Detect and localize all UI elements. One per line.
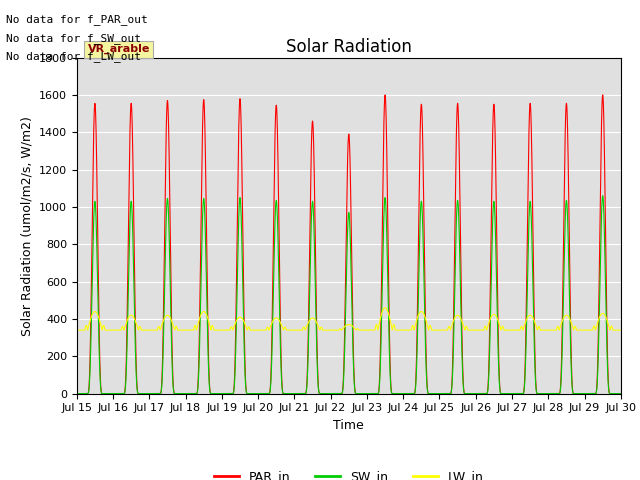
LW_in [189, 327, 197, 333]
SW_in [276, 345, 284, 351]
Text: No data for f_SW_out: No data for f_SW_out [6, 33, 141, 44]
LW_in [276, 320, 284, 325]
PAR_in [424, 389, 431, 395]
LW_in [424, 324, 431, 330]
SW_in [184, 391, 191, 396]
LW_in [184, 327, 191, 333]
SW_in [599, 193, 607, 199]
Title: Solar Radiation: Solar Radiation [286, 38, 412, 56]
LW_in [617, 327, 625, 333]
SW_in [424, 390, 431, 396]
SW_in [615, 391, 623, 396]
SW_in [501, 391, 509, 396]
Text: No data for f_PAR_out: No data for f_PAR_out [6, 14, 148, 25]
LW_in [381, 305, 389, 311]
PAR_in [617, 391, 625, 396]
PAR_in [184, 391, 191, 396]
Y-axis label: Solar Radiation (umol/m2/s, W/m2): Solar Radiation (umol/m2/s, W/m2) [20, 116, 33, 336]
LW_in [615, 327, 623, 333]
Line: PAR_in: PAR_in [77, 95, 621, 394]
X-axis label: Time: Time [333, 419, 364, 432]
Legend: PAR_in, SW_in, LW_in: PAR_in, SW_in, LW_in [209, 465, 489, 480]
SW_in [73, 391, 81, 396]
PAR_in [276, 323, 284, 328]
LW_in [501, 327, 509, 333]
PAR_in [189, 391, 197, 396]
Text: No data for f_LW_out: No data for f_LW_out [6, 51, 141, 62]
LW_in [73, 327, 81, 333]
PAR_in [73, 391, 81, 396]
PAR_in [381, 92, 389, 98]
SW_in [189, 391, 197, 396]
PAR_in [501, 391, 509, 396]
SW_in [617, 391, 625, 396]
Text: VR_arable: VR_arable [88, 44, 150, 54]
Line: LW_in: LW_in [77, 308, 621, 330]
Line: SW_in: SW_in [77, 196, 621, 394]
PAR_in [615, 391, 623, 396]
